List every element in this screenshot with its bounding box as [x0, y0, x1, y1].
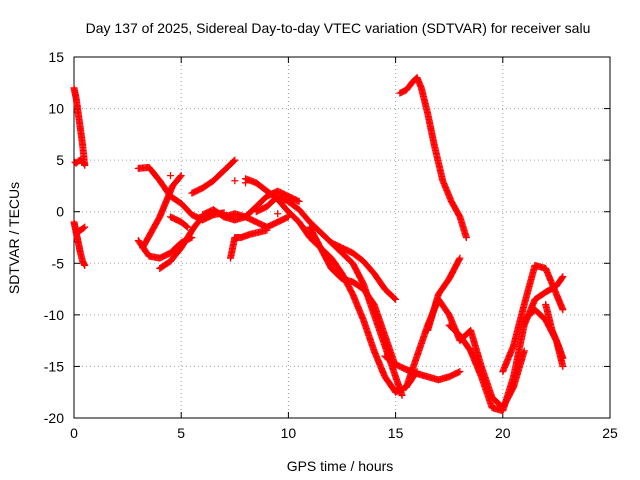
x-tick-label: 20 [495, 425, 511, 441]
axis-ticks: 0 5 10 15 20 25 15 10 5 0 -5 -10 -15 -20 [44, 49, 618, 441]
x-axis-label: GPS time / hours [287, 458, 394, 474]
y-axis-label: SDTVAR / TECUs [6, 182, 22, 294]
data-point [230, 157, 238, 165]
y-tick-label: 0 [56, 204, 64, 220]
grid [74, 57, 610, 418]
y-tick-label: 10 [48, 101, 64, 117]
data-point [231, 156, 239, 164]
y-tick-label: 5 [56, 152, 64, 168]
data-point [81, 261, 89, 269]
data-point [559, 306, 567, 314]
data-point [177, 199, 185, 207]
data-point [559, 362, 567, 370]
data-point [456, 254, 464, 262]
data-point [295, 197, 303, 205]
chart-title: Day 137 of 2025, Sidereal Day-to-day VTE… [86, 20, 591, 36]
y-tick-label: -5 [52, 255, 65, 271]
data-point [242, 179, 250, 187]
data-point [166, 172, 174, 180]
data-point [198, 214, 206, 222]
y-tick-label: -10 [44, 307, 64, 323]
x-tick-label: 25 [602, 425, 618, 441]
data-point [274, 210, 282, 218]
x-tick-label: 0 [70, 425, 78, 441]
data-point [456, 368, 464, 376]
data-point [80, 224, 88, 232]
data-point [559, 354, 567, 362]
data-point [231, 177, 239, 185]
data-point [455, 255, 463, 263]
data-point [183, 222, 191, 230]
data-point [306, 223, 314, 231]
data-point [398, 391, 406, 399]
y-tick-label: 15 [48, 49, 64, 65]
y-tick-label: -20 [44, 410, 64, 426]
x-tick-label: 15 [388, 425, 404, 441]
data-points [70, 74, 567, 415]
data-point [558, 274, 566, 282]
data-point [391, 294, 399, 302]
data-point [177, 172, 185, 180]
x-tick-label: 5 [177, 425, 185, 441]
y-tick-label: -15 [44, 358, 64, 374]
data-point [462, 234, 470, 241]
data-point [263, 226, 271, 234]
data-point [81, 160, 89, 168]
plot-frame [73, 56, 611, 419]
data-point [184, 223, 192, 231]
data-point [81, 223, 89, 231]
data-point [80, 159, 88, 167]
x-tick-label: 10 [281, 425, 297, 441]
data-point [176, 173, 184, 181]
data-point [559, 273, 567, 281]
data-point [392, 295, 400, 303]
